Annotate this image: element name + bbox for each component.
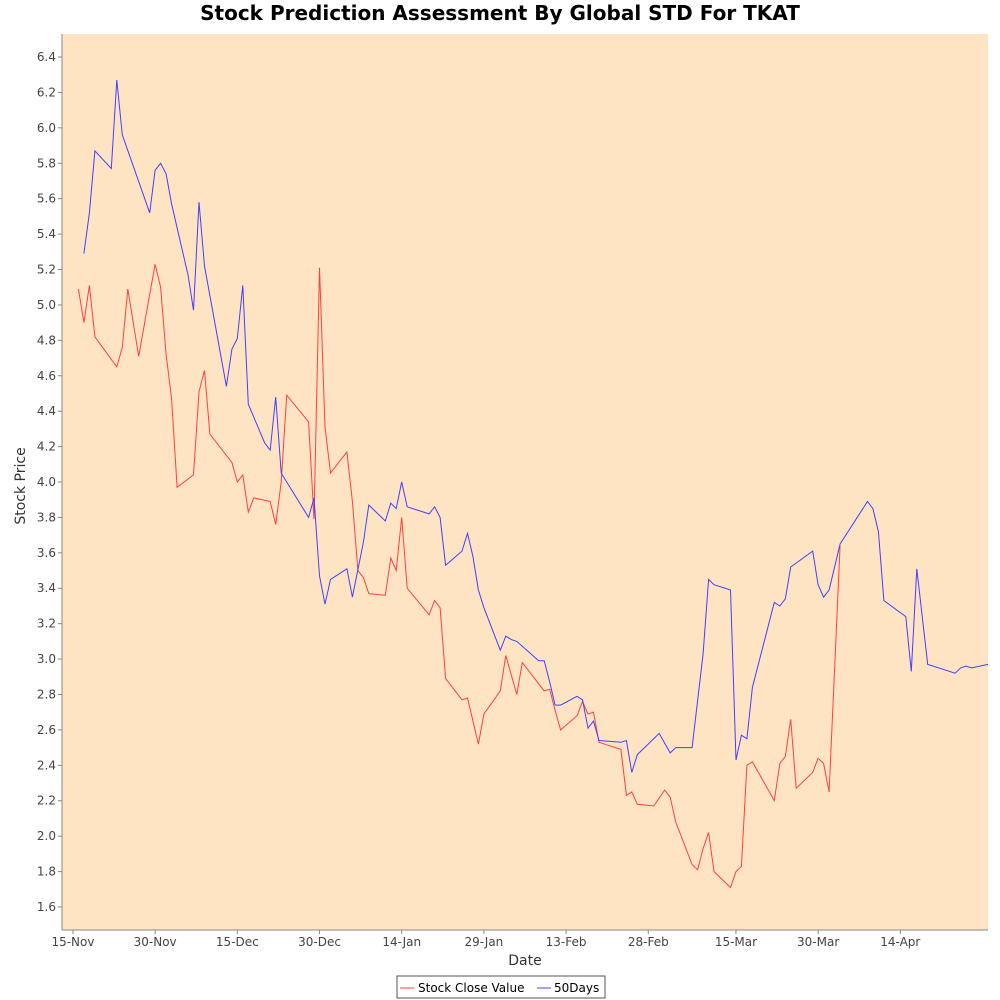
- y-tick-label: 2.8: [37, 687, 56, 701]
- x-tick-label: 15-Mar: [715, 935, 757, 949]
- y-tick-label: 4.6: [37, 369, 56, 383]
- y-tick-label: 2.0: [37, 829, 56, 843]
- x-tick-label: 30-Dec: [298, 935, 341, 949]
- legend-label-50days: 50Days: [554, 981, 599, 995]
- y-tick-label: 2.4: [37, 758, 56, 772]
- x-axis-title: Date: [508, 953, 541, 969]
- series-line-close: [77, 264, 841, 889]
- plot-area: [62, 34, 988, 930]
- y-tick-label: 5.8: [37, 156, 56, 170]
- x-tick-label: 14-Jan: [382, 935, 421, 949]
- y-tick-label: 4.8: [37, 333, 56, 347]
- y-tick-label: 4.2: [37, 440, 56, 454]
- y-tick-label: 6.2: [37, 85, 56, 99]
- y-tick-label: 3.6: [37, 546, 56, 560]
- y-tick-label: 3.0: [37, 652, 56, 666]
- x-tick-label: 29-Jan: [465, 935, 504, 949]
- x-tick-label: 15-Nov: [51, 935, 94, 949]
- y-tick-label: 5.4: [37, 227, 56, 241]
- legend-box: [396, 975, 606, 999]
- series-line-50days: [83, 79, 989, 773]
- y-tick-label: 2.6: [37, 723, 56, 737]
- y-tick-label: 5.2: [37, 263, 56, 277]
- y-tick-label: 3.8: [37, 510, 56, 524]
- x-tick-label: 14-Apr: [880, 935, 920, 949]
- x-axis-ticks: 15-Nov 30-Nov 15-Dec 30-Dec 14-Jan 29-Jan 13-F…: [51, 930, 920, 949]
- y-axis-title: Stock Price: [13, 447, 29, 524]
- y-tick-label: 3.4: [37, 581, 56, 595]
- legend-label-close: Stock Close Value: [418, 981, 524, 995]
- y-tick-label: 6.4: [37, 50, 56, 64]
- x-tick-label: 30-Nov: [134, 935, 177, 949]
- y-tick-label: 1.8: [37, 865, 56, 879]
- x-tick-label: 15-Dec: [216, 935, 259, 949]
- y-tick-label: 5.6: [37, 192, 56, 206]
- y-tick-label: 2.2: [37, 794, 56, 808]
- y-axis-ticks: 1.6 1.8 2.0 2.2 2.4 2.6 2.8 3.0 3.2 3.4 3.6 3.8 4.0 4…: [37, 50, 62, 914]
- y-tick-label: 1.6: [37, 900, 56, 914]
- x-tick-label: 13-Feb: [546, 935, 587, 949]
- x-tick-label: 28-Feb: [628, 935, 669, 949]
- y-tick-label: 5.0: [37, 298, 56, 312]
- y-tick-label: 3.2: [37, 617, 56, 631]
- chart-title: Stock Prediction Assessment By Global ST…: [200, 1, 800, 25]
- series-layer: [77, 79, 989, 889]
- y-tick-label: 4.0: [37, 475, 56, 489]
- legend: Stock Close Value 50Days: [396, 975, 606, 999]
- y-tick-label: 6.0: [37, 121, 56, 135]
- x-tick-label: 30-Mar: [797, 935, 839, 949]
- y-tick-label: 4.4: [37, 404, 56, 418]
